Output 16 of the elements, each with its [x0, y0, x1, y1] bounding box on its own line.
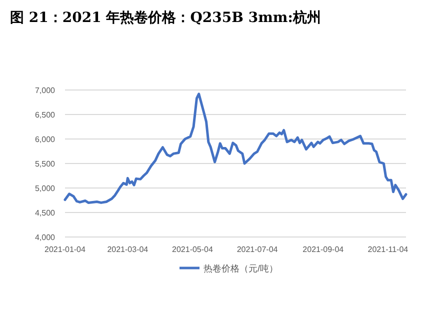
y-tick-label: 4,500 [34, 208, 56, 218]
x-tick-label: 2021-07-04 [236, 245, 278, 254]
y-tick-label: 5,000 [34, 184, 56, 193]
y-tick-label: 6,000 [34, 135, 56, 144]
x-tick-label: 2021-11-04 [368, 245, 409, 254]
x-tick-label: 2021-09-04 [302, 245, 344, 254]
x-tick-label: 2021-03-04 [107, 245, 149, 254]
legend-label: 热卷价格（元/吨） [204, 264, 278, 274]
x-tick-label: 2021-05-04 [172, 245, 214, 254]
y-tick-label: 5,500 [34, 160, 56, 168]
y-tick-label: 4,000 [34, 233, 56, 242]
x-tick-label: 2021-01-04 [44, 245, 86, 254]
y-tick-label: 6,500 [34, 110, 56, 120]
chart-title: 图 21：2021 年热卷价格：Q235B 3mm:杭州 [10, 9, 321, 26]
line-series [64, 92, 408, 204]
y-tick-label: 7,000 [34, 86, 56, 95]
